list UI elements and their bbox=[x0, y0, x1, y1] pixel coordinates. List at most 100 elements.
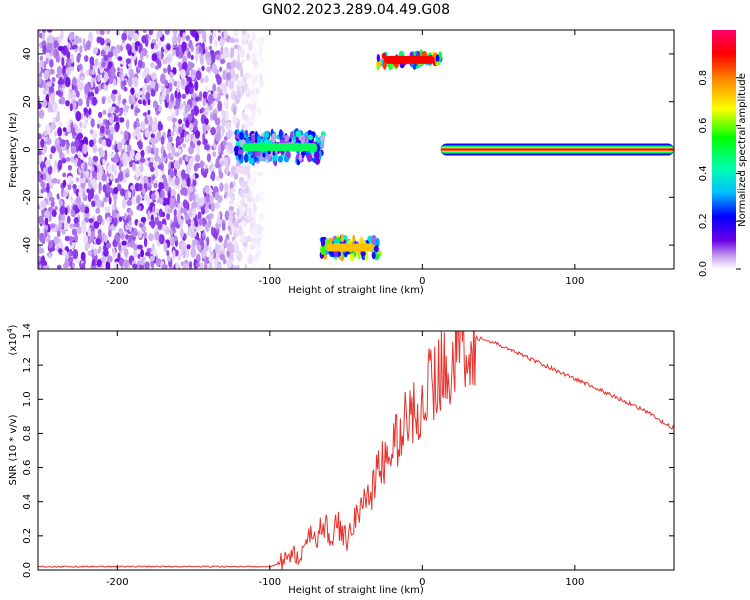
heat-cell bbox=[117, 67, 120, 72]
heat-cell bbox=[158, 208, 163, 218]
heat-cell bbox=[195, 70, 202, 81]
heat-cell bbox=[171, 112, 176, 119]
heat-cell bbox=[254, 241, 260, 250]
heat-cell bbox=[172, 67, 177, 75]
heat-cell bbox=[194, 52, 199, 63]
heat-cell bbox=[42, 45, 47, 55]
heat-cell bbox=[240, 66, 244, 78]
heat-cell bbox=[139, 157, 146, 163]
heat-cell bbox=[177, 210, 182, 221]
heat-cell bbox=[126, 119, 130, 130]
heat-cell bbox=[194, 80, 199, 92]
heat-cell bbox=[67, 164, 72, 171]
heat-cell bbox=[173, 152, 180, 158]
heat-cell bbox=[193, 179, 197, 187]
heat-cell bbox=[203, 263, 208, 269]
heat-cell bbox=[140, 50, 144, 61]
heat-cell bbox=[111, 94, 116, 102]
heat-cell bbox=[168, 82, 173, 92]
heat-cell bbox=[55, 56, 60, 63]
heat-cell bbox=[247, 253, 254, 265]
heat-cell bbox=[104, 234, 108, 243]
heat-cell bbox=[215, 132, 222, 142]
heat-cell bbox=[91, 170, 97, 179]
heat-cell bbox=[177, 253, 182, 261]
heat-cell bbox=[151, 176, 156, 181]
heat-cell bbox=[182, 263, 188, 269]
heat-cell bbox=[119, 257, 124, 267]
heat-cell bbox=[251, 31, 256, 42]
heat-cell bbox=[58, 213, 62, 223]
heat-cell bbox=[217, 211, 221, 220]
heat-cell bbox=[236, 207, 240, 218]
heat-cell bbox=[144, 261, 150, 269]
snr-y-tick-label: 1.4 bbox=[22, 323, 33, 339]
heat-cell bbox=[223, 136, 228, 142]
heat-cell bbox=[111, 106, 116, 112]
heat-cell bbox=[61, 213, 66, 223]
heat-cell bbox=[105, 183, 111, 194]
heat-cell bbox=[181, 41, 187, 52]
heat-cell bbox=[48, 34, 53, 43]
heat-cell bbox=[209, 111, 214, 121]
heat-cell bbox=[126, 199, 133, 207]
heat-cell bbox=[243, 153, 249, 163]
heat-cell bbox=[58, 98, 62, 105]
heat-cell bbox=[230, 68, 236, 79]
heat-cell bbox=[179, 228, 184, 239]
heat-cell bbox=[196, 262, 201, 268]
heat-cell bbox=[51, 76, 56, 83]
heat-cell bbox=[107, 61, 113, 69]
heat-cell bbox=[68, 256, 74, 263]
heat-cell bbox=[190, 45, 194, 52]
heat-cell bbox=[196, 244, 202, 251]
heat-cell bbox=[96, 172, 102, 181]
heat-cell bbox=[157, 120, 162, 132]
heat-cell bbox=[137, 244, 143, 250]
heat-cell bbox=[258, 43, 264, 53]
heat-cell bbox=[252, 59, 258, 66]
heat-cell bbox=[65, 100, 70, 107]
spectrogram-x-ticks: -200 -100 0 100 bbox=[106, 30, 584, 287]
heat-cell bbox=[249, 67, 255, 76]
heat-cell bbox=[240, 181, 246, 188]
heat-cell bbox=[278, 129, 283, 140]
heat-cell bbox=[218, 144, 221, 154]
heat-cell bbox=[74, 157, 79, 164]
heat-cell bbox=[64, 235, 71, 242]
heat-cell bbox=[160, 73, 166, 85]
heat-cell bbox=[182, 123, 187, 130]
heat-cell bbox=[122, 198, 126, 209]
heat-cell bbox=[182, 187, 188, 197]
heat-cell bbox=[147, 181, 152, 188]
heat-cell bbox=[214, 39, 218, 48]
heat-cell bbox=[147, 210, 151, 222]
heat-cell bbox=[262, 136, 266, 142]
heat-cell bbox=[233, 243, 240, 254]
heat-cell bbox=[72, 262, 76, 269]
spectrogram-x-tick-label: 0 bbox=[419, 276, 425, 287]
heat-cell bbox=[253, 254, 259, 261]
heat-cell bbox=[182, 199, 188, 209]
heat-cell bbox=[92, 130, 98, 139]
heat-cell bbox=[88, 218, 94, 223]
heat-cell bbox=[220, 160, 224, 167]
heat-cell bbox=[173, 215, 178, 225]
heat-cell bbox=[233, 145, 239, 154]
heat-cell bbox=[86, 188, 90, 194]
heat-cell bbox=[58, 248, 63, 254]
heat-cell bbox=[206, 236, 210, 246]
heat-cell bbox=[39, 235, 46, 244]
heat-cell bbox=[77, 132, 84, 140]
heat-cell bbox=[138, 183, 143, 192]
heat-cell bbox=[192, 239, 199, 246]
heat-cell bbox=[38, 63, 42, 74]
heat-cell bbox=[123, 102, 127, 113]
heat-cell bbox=[88, 156, 92, 164]
heat-cell bbox=[182, 32, 186, 41]
heat-cell bbox=[389, 62, 394, 69]
heat-cell bbox=[151, 38, 157, 44]
heat-cell bbox=[180, 207, 184, 214]
heat-cell bbox=[150, 30, 154, 36]
heat-cell bbox=[195, 194, 200, 203]
